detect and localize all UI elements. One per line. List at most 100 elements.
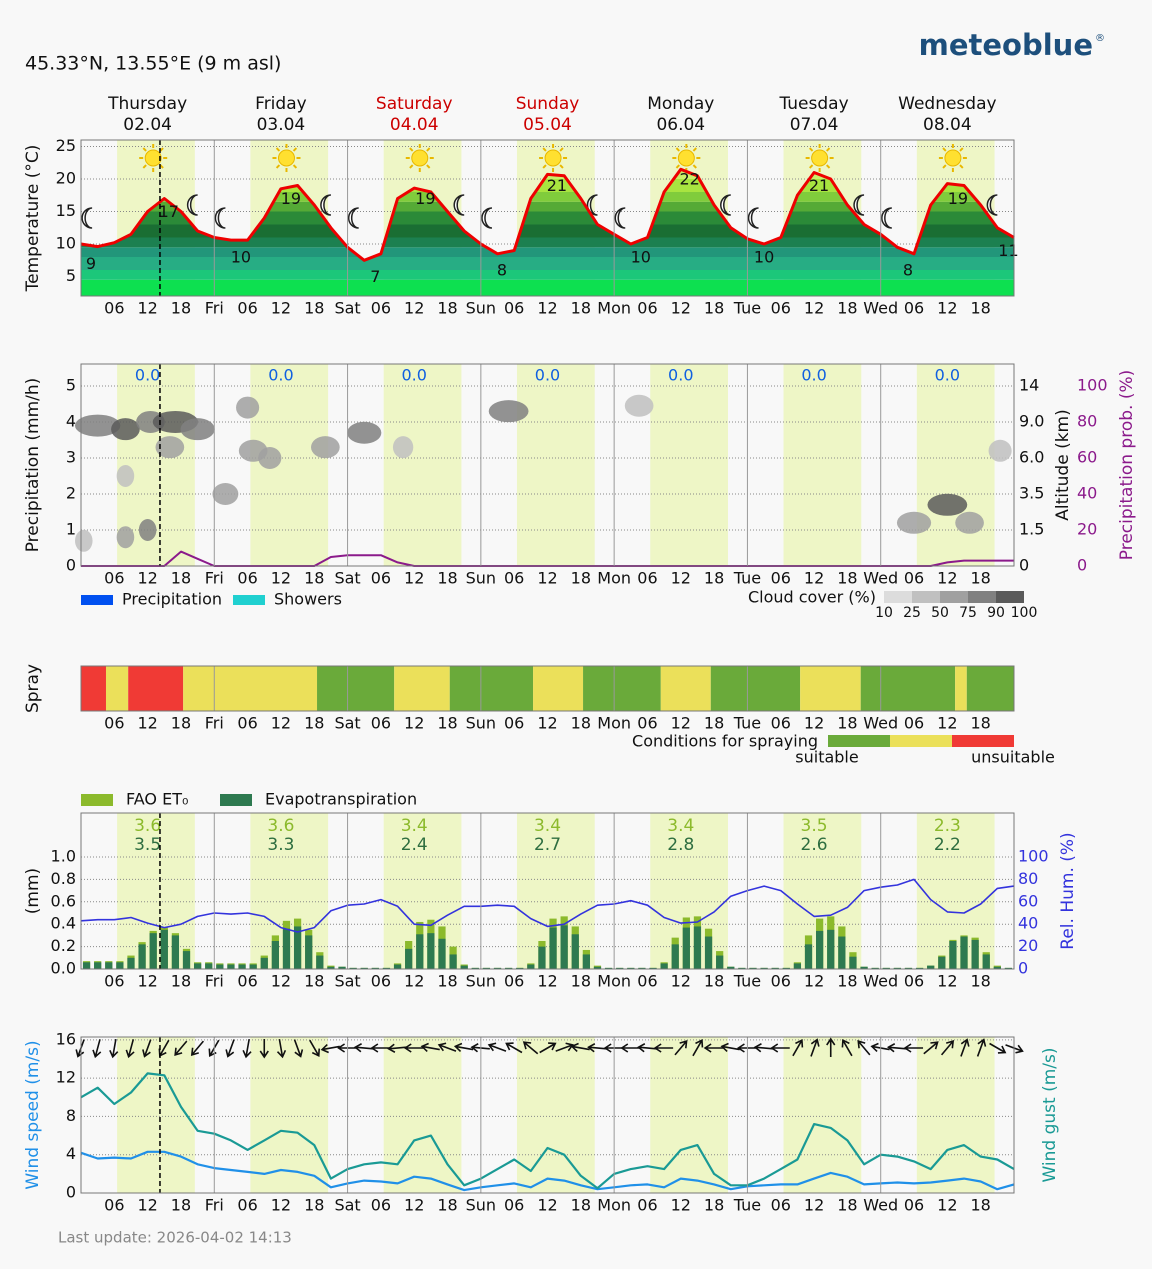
legend-label: Showers [274,590,342,609]
wind-arrow [620,1043,640,1053]
day-date: 07.04 [790,115,839,135]
x-tick-label: Tue [733,714,761,733]
bar [249,964,257,969]
bar [638,967,646,969]
sun-ray [692,164,697,169]
wind-arrow [309,1039,321,1058]
x-tick-label: 12 [537,972,557,991]
x-tick-label: Sun [466,299,496,318]
y-tick-label: 3 [66,447,76,466]
extreme-label: 7 [370,267,380,286]
x-tick-label: 18 [571,714,591,733]
bar [804,944,813,969]
x-tick-label: 06 [237,972,257,991]
x-tick-label: 12 [404,299,424,318]
temperature-band [81,237,1014,248]
x-tick-label: Fri [205,299,224,318]
axis-title: Rel. Hum. (%) [1058,832,1078,949]
x-tick-label: Sat [334,714,360,733]
bar [882,967,890,969]
sun-ray [675,147,680,152]
cloud [180,418,215,441]
extreme-label: 10 [754,248,774,267]
wind-arrow [539,1042,557,1054]
x-tick-label: 06 [371,1196,391,1215]
x-tick-label: 18 [304,569,324,588]
x-tick-label: 06 [104,569,124,588]
sun-ray [559,147,564,152]
bar [982,954,990,969]
bar [671,944,679,969]
bar [360,967,368,969]
day-date: 04.04 [390,115,439,135]
series-line [80,1072,1015,1190]
wind-arrow [923,1041,939,1055]
x-tick-label: 18 [704,299,724,318]
daylight [783,1037,862,1193]
legend-label: FAO ET₀ [126,790,188,809]
location: 45.33°N, 13.55°E (9 m asl) [25,53,281,75]
sun-ray [825,147,831,152]
daily-sum: 2.8 [667,835,694,855]
bar [849,956,857,969]
day-date: 08.04 [923,115,972,135]
cloud [624,394,654,417]
bar [305,935,313,969]
wind-arrow [190,1040,205,1056]
x-tick-label: 12 [804,714,824,733]
daily-sum: 3.6 [134,816,161,836]
moon-icon [481,207,493,229]
bar [516,967,524,969]
bar [293,926,302,969]
wind-arrow [857,1040,871,1056]
moon-icon [81,207,93,229]
x-tick-label: Mon [597,714,631,733]
x-tick-label: Fri [205,1196,224,1215]
altitude-tick-label: 0 [1019,556,1029,575]
axis-title: Precipitation prob. (%) [1117,370,1137,561]
plot-border [80,363,1015,567]
bar [616,967,624,969]
wind-arrow [387,1043,407,1053]
bar [904,967,913,969]
cloud-legend-label: 100 [1011,605,1038,621]
x-tick-label: 06 [237,569,257,588]
sun-ray [942,164,947,169]
sun-ray [292,164,298,169]
bar [827,929,835,969]
temperature-band [81,279,1014,296]
plot-border [80,812,1015,970]
wind-arrow [225,1039,235,1058]
bar [349,967,357,969]
legend-swatch [81,595,113,605]
x-tick-label: 06 [904,569,924,588]
wind-arrow [353,1043,374,1053]
bar [227,964,235,969]
bar [682,927,690,969]
cloud-legend-swatch [912,591,940,603]
sun-ray [292,147,298,152]
x-tick-label: 12 [804,972,824,991]
x-tick-label: 18 [437,569,457,588]
moon-icon [186,194,198,216]
legend-label: unsuitable [971,748,1055,767]
day-date: 06.04 [656,115,705,135]
x-tick-label: 18 [970,714,990,733]
altitude-tick-label: 14 [1019,375,1039,394]
bar [1004,967,1013,969]
y-tick-label: 1.0 [51,847,76,866]
extreme-label: 17 [159,202,179,221]
bar [793,963,802,969]
spray-segment [394,666,450,711]
wind-arrow [487,1042,507,1052]
bar [560,925,568,969]
wind-arrow [370,1043,390,1053]
bar [216,964,224,969]
sun-ray [942,147,947,152]
bar [538,946,546,969]
x-tick-label: 12 [537,1196,557,1215]
daily-sum: 3.4 [667,816,694,836]
plot-border [80,665,1015,712]
wind-arrow [770,1043,790,1053]
bar [893,967,901,969]
